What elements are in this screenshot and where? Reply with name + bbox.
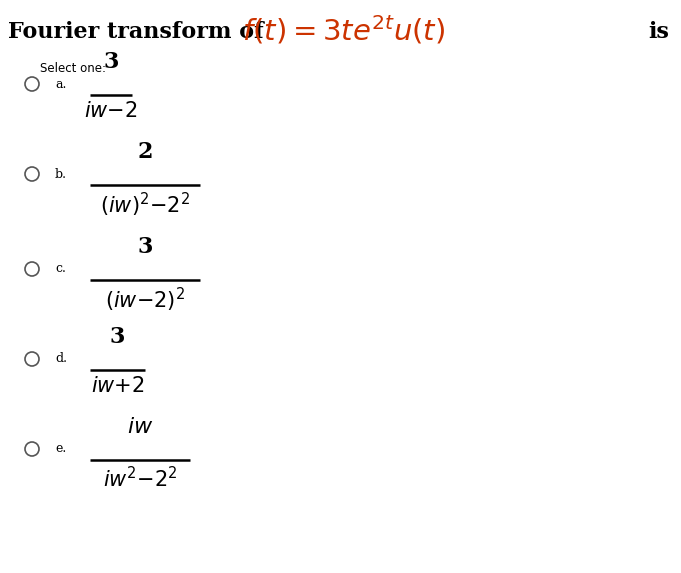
- Text: c.: c.: [55, 262, 66, 276]
- Text: $\mathit{iw}$: $\mathit{iw}$: [127, 416, 153, 438]
- Text: $\mathit{iw}{+}2$: $\mathit{iw}{+}2$: [91, 376, 144, 396]
- Text: b.: b.: [55, 167, 67, 180]
- Text: Select one:: Select one:: [40, 62, 106, 75]
- Text: $\mathit{iw}^2{-}2^2$: $\mathit{iw}^2{-}2^2$: [103, 466, 177, 491]
- Text: 2: 2: [138, 141, 153, 163]
- Text: $\mathit{iw}{-}2$: $\mathit{iw}{-}2$: [84, 101, 138, 121]
- Text: $(\mathit{iw}{-}2)^2$: $(\mathit{iw}{-}2)^2$: [105, 286, 185, 314]
- Text: Fourier transform of: Fourier transform of: [8, 21, 264, 43]
- Text: 3: 3: [104, 51, 118, 73]
- Text: is: is: [648, 21, 669, 43]
- Text: 3: 3: [110, 326, 125, 348]
- Text: $f(t) = 3te^{2t}u(t)$: $f(t) = 3te^{2t}u(t)$: [242, 14, 445, 46]
- Text: a.: a.: [55, 77, 66, 91]
- Text: d.: d.: [55, 352, 67, 366]
- Text: e.: e.: [55, 442, 66, 456]
- Text: 3: 3: [138, 236, 153, 258]
- Text: $(\mathit{iw})^2{-}2^2$: $(\mathit{iw})^2{-}2^2$: [100, 191, 190, 219]
